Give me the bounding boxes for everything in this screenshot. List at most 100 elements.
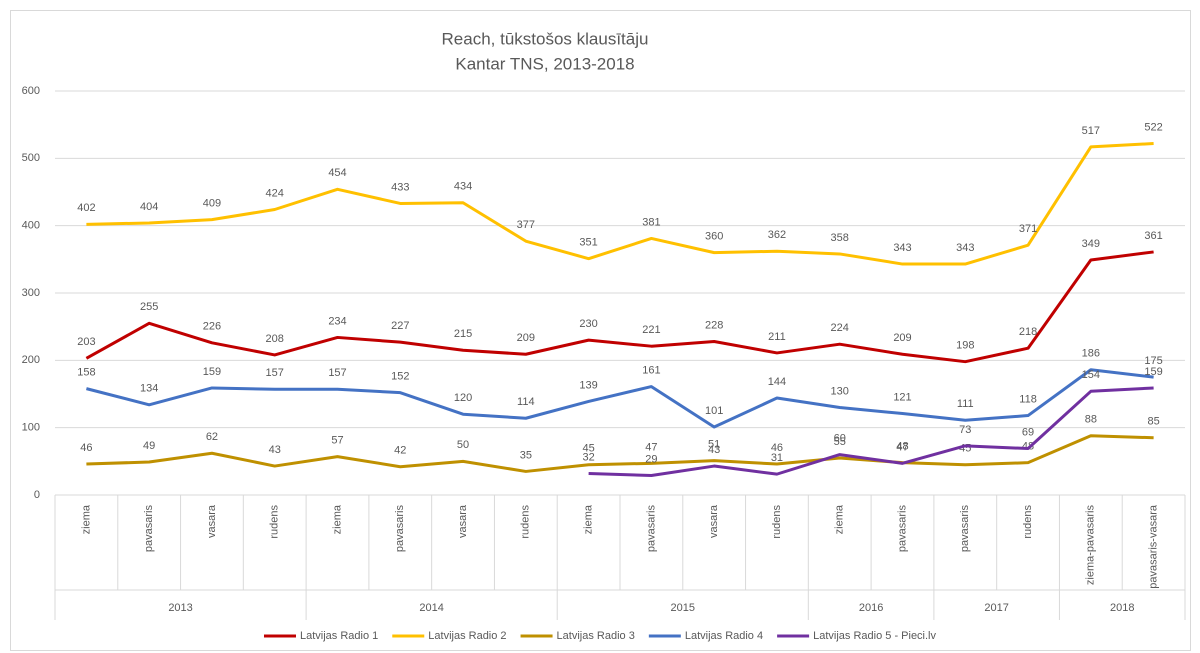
- data-label: 32: [582, 451, 594, 463]
- data-label: 51: [708, 439, 720, 451]
- data-label: 208: [266, 333, 284, 345]
- x-group-label: 2017: [984, 602, 1008, 614]
- data-label: 154: [1082, 369, 1100, 381]
- data-label: 454: [328, 167, 346, 179]
- legend-label: Latvijas Radio 5 - Pieci.lv: [813, 630, 936, 642]
- data-label: 50: [457, 439, 469, 451]
- data-label: 49: [143, 440, 155, 452]
- data-label: 424: [266, 187, 284, 199]
- data-label: 186: [1082, 348, 1100, 360]
- x-tick-label: pavasaris-vasara: [1148, 504, 1160, 589]
- y-tick-label: 600: [22, 85, 40, 97]
- data-label: 218: [1019, 326, 1037, 338]
- data-label: 351: [579, 237, 597, 249]
- data-label: 198: [956, 340, 974, 352]
- data-label: 152: [391, 371, 409, 383]
- data-label: 111: [957, 398, 974, 410]
- data-label: 159: [203, 366, 221, 378]
- data-label: 47: [896, 441, 908, 453]
- data-label: 175: [1144, 355, 1162, 367]
- data-label: 42: [394, 445, 406, 457]
- data-label: 409: [203, 198, 221, 210]
- data-label: 62: [206, 431, 218, 443]
- data-label: 47: [645, 441, 657, 453]
- data-label: 255: [140, 301, 158, 313]
- x-tick-label: rudens: [771, 505, 783, 539]
- x-group-label: 2014: [419, 602, 443, 614]
- data-label: 371: [1019, 223, 1037, 235]
- data-label: 161: [642, 364, 660, 376]
- data-label: 234: [328, 315, 346, 327]
- data-label: 120: [454, 392, 472, 404]
- data-label: 434: [454, 181, 472, 193]
- chart-subtitle: Kantar TNS, 2013-2018: [455, 54, 634, 73]
- x-group-label: 2018: [1110, 602, 1134, 614]
- data-label: 43: [708, 444, 720, 456]
- series-line: [86, 142, 1154, 266]
- y-tick-label: 200: [22, 354, 40, 366]
- data-label: 69: [1022, 426, 1034, 438]
- chart-border: [10, 10, 1191, 651]
- data-label: 139: [579, 379, 597, 391]
- x-tick-label: pavasaris: [959, 505, 971, 553]
- series-line: [86, 434, 1154, 473]
- data-label: 46: [80, 442, 92, 454]
- x-tick-label: ziema-pavasaris: [1085, 505, 1097, 586]
- data-label: 230: [579, 318, 597, 330]
- data-label: 362: [768, 229, 786, 241]
- data-label: 101: [705, 405, 723, 417]
- x-tick-label: rudens: [269, 505, 281, 539]
- data-label: 29: [645, 453, 657, 465]
- data-label: 221: [642, 324, 660, 336]
- legend: Latvijas Radio 1 Latvijas Radio 2 Latvijas…: [263, 630, 937, 642]
- data-label: 203: [77, 336, 95, 348]
- data-label: 402: [77, 202, 95, 214]
- x-tick-label: vasara: [708, 504, 720, 538]
- data-label: 159: [1144, 366, 1162, 378]
- series-line: [86, 368, 1154, 429]
- data-label: 48: [896, 441, 908, 453]
- data-label: 215: [454, 328, 472, 340]
- legend-label: Latvijas Radio 3: [557, 630, 635, 642]
- data-label: 45: [582, 443, 594, 455]
- data-label: 377: [517, 219, 535, 231]
- data-label: 130: [831, 385, 849, 397]
- data-label: 224: [831, 322, 849, 334]
- data-label: 88: [1085, 414, 1097, 426]
- data-label: 227: [391, 320, 409, 332]
- data-label: 46: [771, 442, 783, 454]
- data-label: 43: [269, 444, 281, 456]
- y-tick-label: 400: [22, 220, 40, 232]
- data-label: 522: [1144, 121, 1162, 133]
- data-label: 360: [705, 231, 723, 243]
- x-tick-label: ziema: [834, 504, 846, 534]
- legend-label: Latvijas Radio 1: [300, 630, 378, 642]
- data-label: 228: [705, 319, 723, 331]
- data-label: 35: [520, 449, 532, 461]
- data-label: 144: [768, 376, 786, 388]
- data-label: 358: [831, 232, 849, 244]
- data-label: 211: [768, 331, 786, 343]
- data-label: 209: [517, 332, 535, 344]
- x-group-label: 2016: [859, 602, 883, 614]
- data-label: 57: [331, 435, 343, 447]
- x-tick-label: rudens: [1022, 505, 1034, 539]
- chart-title: Reach, tūkstošos klausītāju: [442, 29, 649, 48]
- x-group-label: 2015: [671, 602, 695, 614]
- data-label: 114: [517, 396, 535, 408]
- x-tick-label: vasara: [206, 504, 218, 538]
- data-label: 361: [1144, 230, 1162, 242]
- x-tick-label: pavasaris: [896, 505, 908, 553]
- x-tick-label: ziema: [331, 504, 343, 534]
- data-label: 209: [893, 332, 911, 344]
- data-label: 349: [1082, 238, 1100, 250]
- data-label: 55: [834, 436, 846, 448]
- data-label: 226: [203, 321, 221, 333]
- x-tick-label: pavasaris: [394, 505, 406, 553]
- data-label: 73: [959, 424, 971, 436]
- series-line: [85, 250, 1154, 364]
- data-label: 381: [642, 216, 660, 228]
- y-tick-label: 300: [22, 287, 40, 299]
- data-label: 157: [328, 367, 346, 379]
